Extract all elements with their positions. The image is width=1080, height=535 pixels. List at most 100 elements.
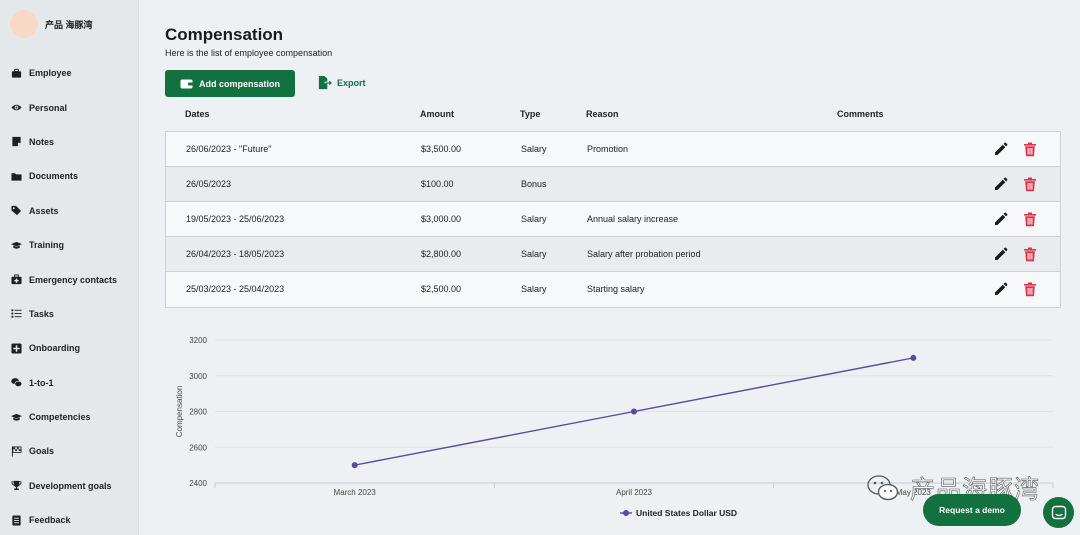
- sidebar-item-training[interactable]: Training: [0, 228, 139, 262]
- delete-row-button[interactable]: [1023, 142, 1037, 157]
- trash-icon: [1023, 142, 1037, 161]
- edit-row-button[interactable]: [993, 247, 1008, 262]
- sidebar-item-competencies[interactable]: Competencies: [0, 400, 139, 434]
- trash-icon: [1023, 282, 1037, 301]
- sidebar-item-notes[interactable]: Notes: [0, 125, 139, 159]
- header-amount[interactable]: Amount: [420, 109, 454, 119]
- sidebar-item-label: Notes: [29, 136, 55, 147]
- sidebar-item-one-to-one[interactable]: 1-to-1: [0, 366, 139, 400]
- header-comments[interactable]: Comments: [837, 109, 884, 119]
- sidebar-item-label: Employee: [29, 68, 72, 79]
- y-tick-label: 3000: [189, 372, 207, 381]
- sidebar-item-employee[interactable]: Employee: [0, 56, 139, 90]
- sidebar-item-label: Development goals: [29, 480, 112, 491]
- legend-marker: [623, 510, 629, 516]
- medkit-icon: [10, 274, 22, 286]
- edit-row-button[interactable]: [993, 282, 1008, 297]
- checklist-icon: [10, 308, 22, 320]
- cell-dates: 19/05/2023 - 25/06/2023: [186, 214, 285, 224]
- sidebar-item-label: Assets: [29, 205, 59, 216]
- sidebar-item-onboarding[interactable]: Onboarding: [0, 331, 139, 365]
- sidebar-item-label: Feedback: [29, 515, 71, 526]
- delete-row-button[interactable]: [1023, 282, 1037, 297]
- wallet-icon: [180, 79, 193, 88]
- sidebar-item-label: Onboarding: [29, 343, 80, 354]
- delete-row-button[interactable]: [1023, 177, 1037, 192]
- data-point: [631, 408, 637, 415]
- sidebar-item-emergency-contacts[interactable]: Emergency contacts: [0, 262, 139, 296]
- data-point: [351, 462, 358, 469]
- plus-square-icon: [10, 342, 22, 354]
- x-tick-label: March 2023: [334, 488, 377, 497]
- cell-dates: 25/03/2023 - 25/04/2023: [186, 284, 285, 294]
- avatar[interactable]: [10, 10, 38, 38]
- y-tick-label: 2800: [189, 408, 207, 417]
- trophy-icon: [10, 480, 22, 492]
- delete-row-button[interactable]: [1023, 212, 1037, 227]
- sidebar-item-tasks[interactable]: Tasks: [0, 297, 139, 331]
- pencil-icon: [993, 212, 1008, 231]
- cell-reason: Annual salary increase: [587, 214, 679, 224]
- y-axis-label: Compensation: [175, 386, 184, 438]
- flag-checkered-icon: [10, 445, 22, 457]
- pencil-icon: [993, 177, 1008, 196]
- cell-dates: 26/06/2023 - "Future": [186, 144, 272, 154]
- sidebar-item-feedback[interactable]: Feedback: [0, 503, 139, 535]
- sidebar-item-label: Personal: [29, 102, 68, 113]
- export-button[interactable]: Export: [317, 75, 366, 90]
- sidebar-item-label: Documents: [29, 171, 79, 182]
- profile[interactable]: 产品 海豚湾: [10, 10, 93, 38]
- legend-label: United States Dollar USD: [636, 508, 737, 518]
- pencil-icon: [993, 282, 1008, 301]
- sidebar-item-documents[interactable]: Documents: [0, 159, 139, 193]
- page-subtitle: Here is the list of employee compensatio…: [165, 48, 333, 58]
- sidebar-item-label: Emergency contacts: [29, 274, 118, 285]
- sidebar-item-assets[interactable]: Assets: [0, 194, 139, 228]
- header-reason[interactable]: Reason: [586, 109, 619, 119]
- cell-type: Salary: [521, 284, 547, 294]
- edit-row-button[interactable]: [993, 212, 1008, 227]
- graduation-cap-icon: [10, 411, 22, 423]
- sidebar-nav: Employee Personal Notes Documents Assets Trai…: [0, 56, 139, 535]
- compensation-table: 26/06/2023 - "Future" $3,500.00 Salary Prom…: [165, 131, 1061, 308]
- note-icon: [10, 136, 22, 148]
- data-point: [910, 354, 917, 361]
- x-tick-label: May 2023: [896, 488, 932, 497]
- cell-dates: 26/04/2023 - 18/05/2023: [186, 249, 285, 259]
- wechat-icon: [867, 475, 899, 501]
- cell-type: Salary: [521, 214, 547, 224]
- compensation-chart: 2400 2600 2800 3000 3200 March 2023 April 2023…: [165, 325, 1061, 525]
- sidebar-item-goals[interactable]: Goals: [0, 434, 139, 468]
- cell-amount: $2,500.00: [421, 284, 462, 294]
- add-compensation-button[interactable]: Add compensation: [165, 70, 295, 97]
- cell-type: Salary: [521, 144, 547, 154]
- header-dates[interactable]: Dates: [185, 109, 210, 119]
- page-title: Compensation: [165, 25, 284, 44]
- graduation-cap-icon: [10, 239, 22, 251]
- sidebar-item-development-goals[interactable]: Development goals: [0, 469, 139, 503]
- edit-row-button[interactable]: [993, 142, 1008, 157]
- table-row: 26/05/2023 $100.00 Bonus: [166, 167, 1060, 202]
- sidebar-item-label: Tasks: [29, 308, 54, 319]
- chat-icon: [1051, 505, 1066, 519]
- sidebar-item-label: 1-to-1: [29, 377, 54, 388]
- table-row: 25/03/2023 - 25/04/2023 $2,500.00 Salary St…: [166, 272, 1060, 307]
- eye-icon: [10, 102, 22, 114]
- chart-svg: 2400 2600 2800 3000 3200 March 2023 April 2023…: [175, 336, 1054, 518]
- cell-amount: $100.00: [421, 179, 454, 189]
- cell-reason: Salary after probation period: [587, 249, 701, 259]
- sidebar-item-personal[interactable]: Personal: [0, 90, 139, 124]
- y-tick-label: 2600: [189, 443, 207, 452]
- chat-button[interactable]: [1043, 497, 1074, 528]
- trash-icon: [1023, 247, 1037, 266]
- header-type[interactable]: Type: [520, 109, 541, 119]
- request-demo-button[interactable]: Request a demo: [923, 494, 1021, 526]
- sidebar-item-label: Training: [29, 240, 65, 251]
- edit-row-button[interactable]: [993, 177, 1008, 192]
- sidebar-item-label: Competencies: [29, 412, 91, 423]
- cell-reason: Promotion: [587, 144, 629, 154]
- delete-row-button[interactable]: [1023, 247, 1037, 262]
- x-tick-label: April 2023: [616, 488, 653, 497]
- tags-icon: [10, 205, 22, 217]
- pencil-icon: [993, 142, 1008, 161]
